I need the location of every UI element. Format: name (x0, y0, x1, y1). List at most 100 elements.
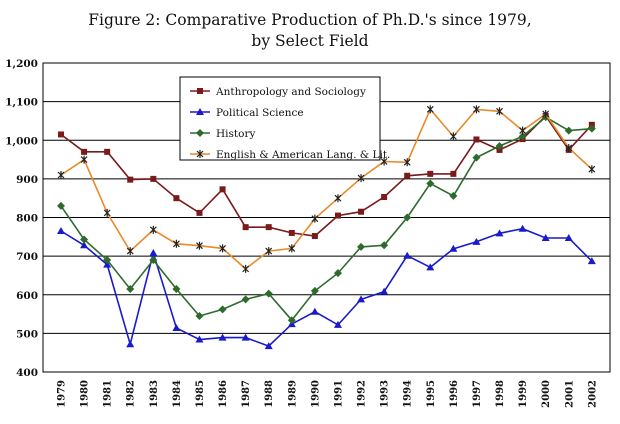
legend-box (179, 76, 381, 161)
data-point (58, 131, 64, 138)
data-point (80, 241, 89, 249)
x-tick-label: 2001 (564, 380, 575, 408)
legend-entry: Anthropology and Sociology (190, 86, 366, 98)
series-line (60, 227, 593, 348)
data-point (265, 224, 272, 231)
data-point (565, 143, 573, 152)
legend-label: Anthropology and Sociology (215, 86, 366, 98)
data-point (473, 136, 480, 143)
data-point (126, 340, 135, 348)
x-tick-label: 1983 (149, 380, 160, 408)
series-0 (58, 112, 595, 240)
x-tick-label: 1989 (287, 380, 298, 408)
y-axis-ticks: 400 500 600 700 800 900 1,000 1,100 1,200 (5, 58, 38, 379)
x-tick-label: 2000 (541, 380, 552, 408)
data-point (172, 239, 180, 248)
x-tick-label: 1985 (195, 380, 206, 408)
x-tick-label: 1993 (380, 380, 391, 408)
y-tick-label: 1,000 (5, 135, 38, 147)
data-point (358, 208, 365, 215)
x-tick-label: 1987 (241, 380, 252, 408)
data-point (172, 284, 181, 293)
data-point (264, 289, 273, 298)
data-point (81, 148, 88, 155)
data-point (196, 150, 204, 158)
x-tick-label: 1990 (310, 380, 321, 408)
x-tick-label: 1980 (80, 380, 91, 408)
x-tick-label: 1998 (495, 380, 506, 408)
legend-label: Political Science (216, 107, 304, 119)
x-tick-label: 1981 (103, 380, 114, 408)
data-point (241, 333, 250, 341)
y-tick-label: 1,200 (5, 58, 38, 70)
data-point (149, 249, 158, 257)
series-1 (57, 224, 596, 350)
data-point (103, 260, 112, 268)
data-point (57, 201, 65, 210)
y-tick-label: 800 (16, 213, 38, 225)
chart-title-line2: by Select Field (251, 32, 368, 50)
data-point (57, 171, 65, 180)
data-point (150, 175, 157, 182)
data-point (196, 129, 204, 137)
y-tick-label: 900 (16, 174, 38, 186)
data-point (333, 269, 342, 278)
data-point (265, 247, 273, 256)
data-point (541, 233, 550, 241)
data-point (333, 320, 342, 328)
data-point (518, 132, 527, 141)
data-point (104, 148, 111, 155)
data-point (126, 247, 134, 256)
data-point (449, 132, 457, 141)
data-point (172, 323, 181, 331)
data-point (427, 170, 434, 177)
data-point (195, 335, 204, 343)
series-line (60, 107, 593, 270)
data-point (495, 229, 504, 237)
data-point (195, 311, 204, 320)
data-point (449, 191, 458, 200)
data-point (495, 142, 504, 151)
data-point (357, 174, 365, 183)
data-point (127, 176, 134, 183)
data-point (404, 172, 411, 179)
data-point (242, 264, 250, 273)
data-point (311, 233, 318, 240)
data-point (311, 214, 319, 223)
data-point (564, 126, 573, 135)
x-tick-label: 1994 (403, 380, 414, 408)
data-point (80, 235, 89, 244)
data-point (403, 251, 412, 259)
data-point (426, 179, 435, 188)
data-point (196, 241, 203, 250)
legend-label: English & American Lang. & Lit. (216, 149, 390, 161)
data-point (519, 126, 527, 135)
x-tick-label: 1995 (426, 380, 437, 408)
data-point (380, 241, 389, 250)
data-point (542, 109, 550, 118)
data-point (472, 153, 481, 162)
data-point (288, 244, 296, 253)
x-tick-label: 1996 (449, 380, 460, 408)
data-point (449, 244, 458, 252)
x-axis-ticks: 1979 1980 1981 1982 1983 1984 1985 1986 1987 1988… (57, 380, 599, 408)
x-tick-label: 1984 (172, 380, 183, 408)
data-point (219, 244, 226, 253)
x-tick-label: 2002 (587, 380, 598, 408)
data-point (218, 333, 227, 341)
x-tick-label: 1999 (518, 380, 529, 408)
x-tick-label: 1997 (472, 380, 483, 408)
data-point (103, 255, 112, 264)
y-tick-label: 400 (16, 367, 38, 379)
data-point (403, 158, 411, 167)
data-point (496, 107, 503, 116)
data-point (588, 165, 596, 174)
chart-title-line1: Figure 2: Comparative Production of Ph.D… (88, 11, 531, 29)
legend-entry: Political Science (190, 107, 304, 119)
data-point (288, 229, 295, 236)
data-point (149, 255, 158, 264)
data-point (149, 225, 157, 234)
data-point (264, 342, 273, 350)
data-point (173, 195, 180, 202)
